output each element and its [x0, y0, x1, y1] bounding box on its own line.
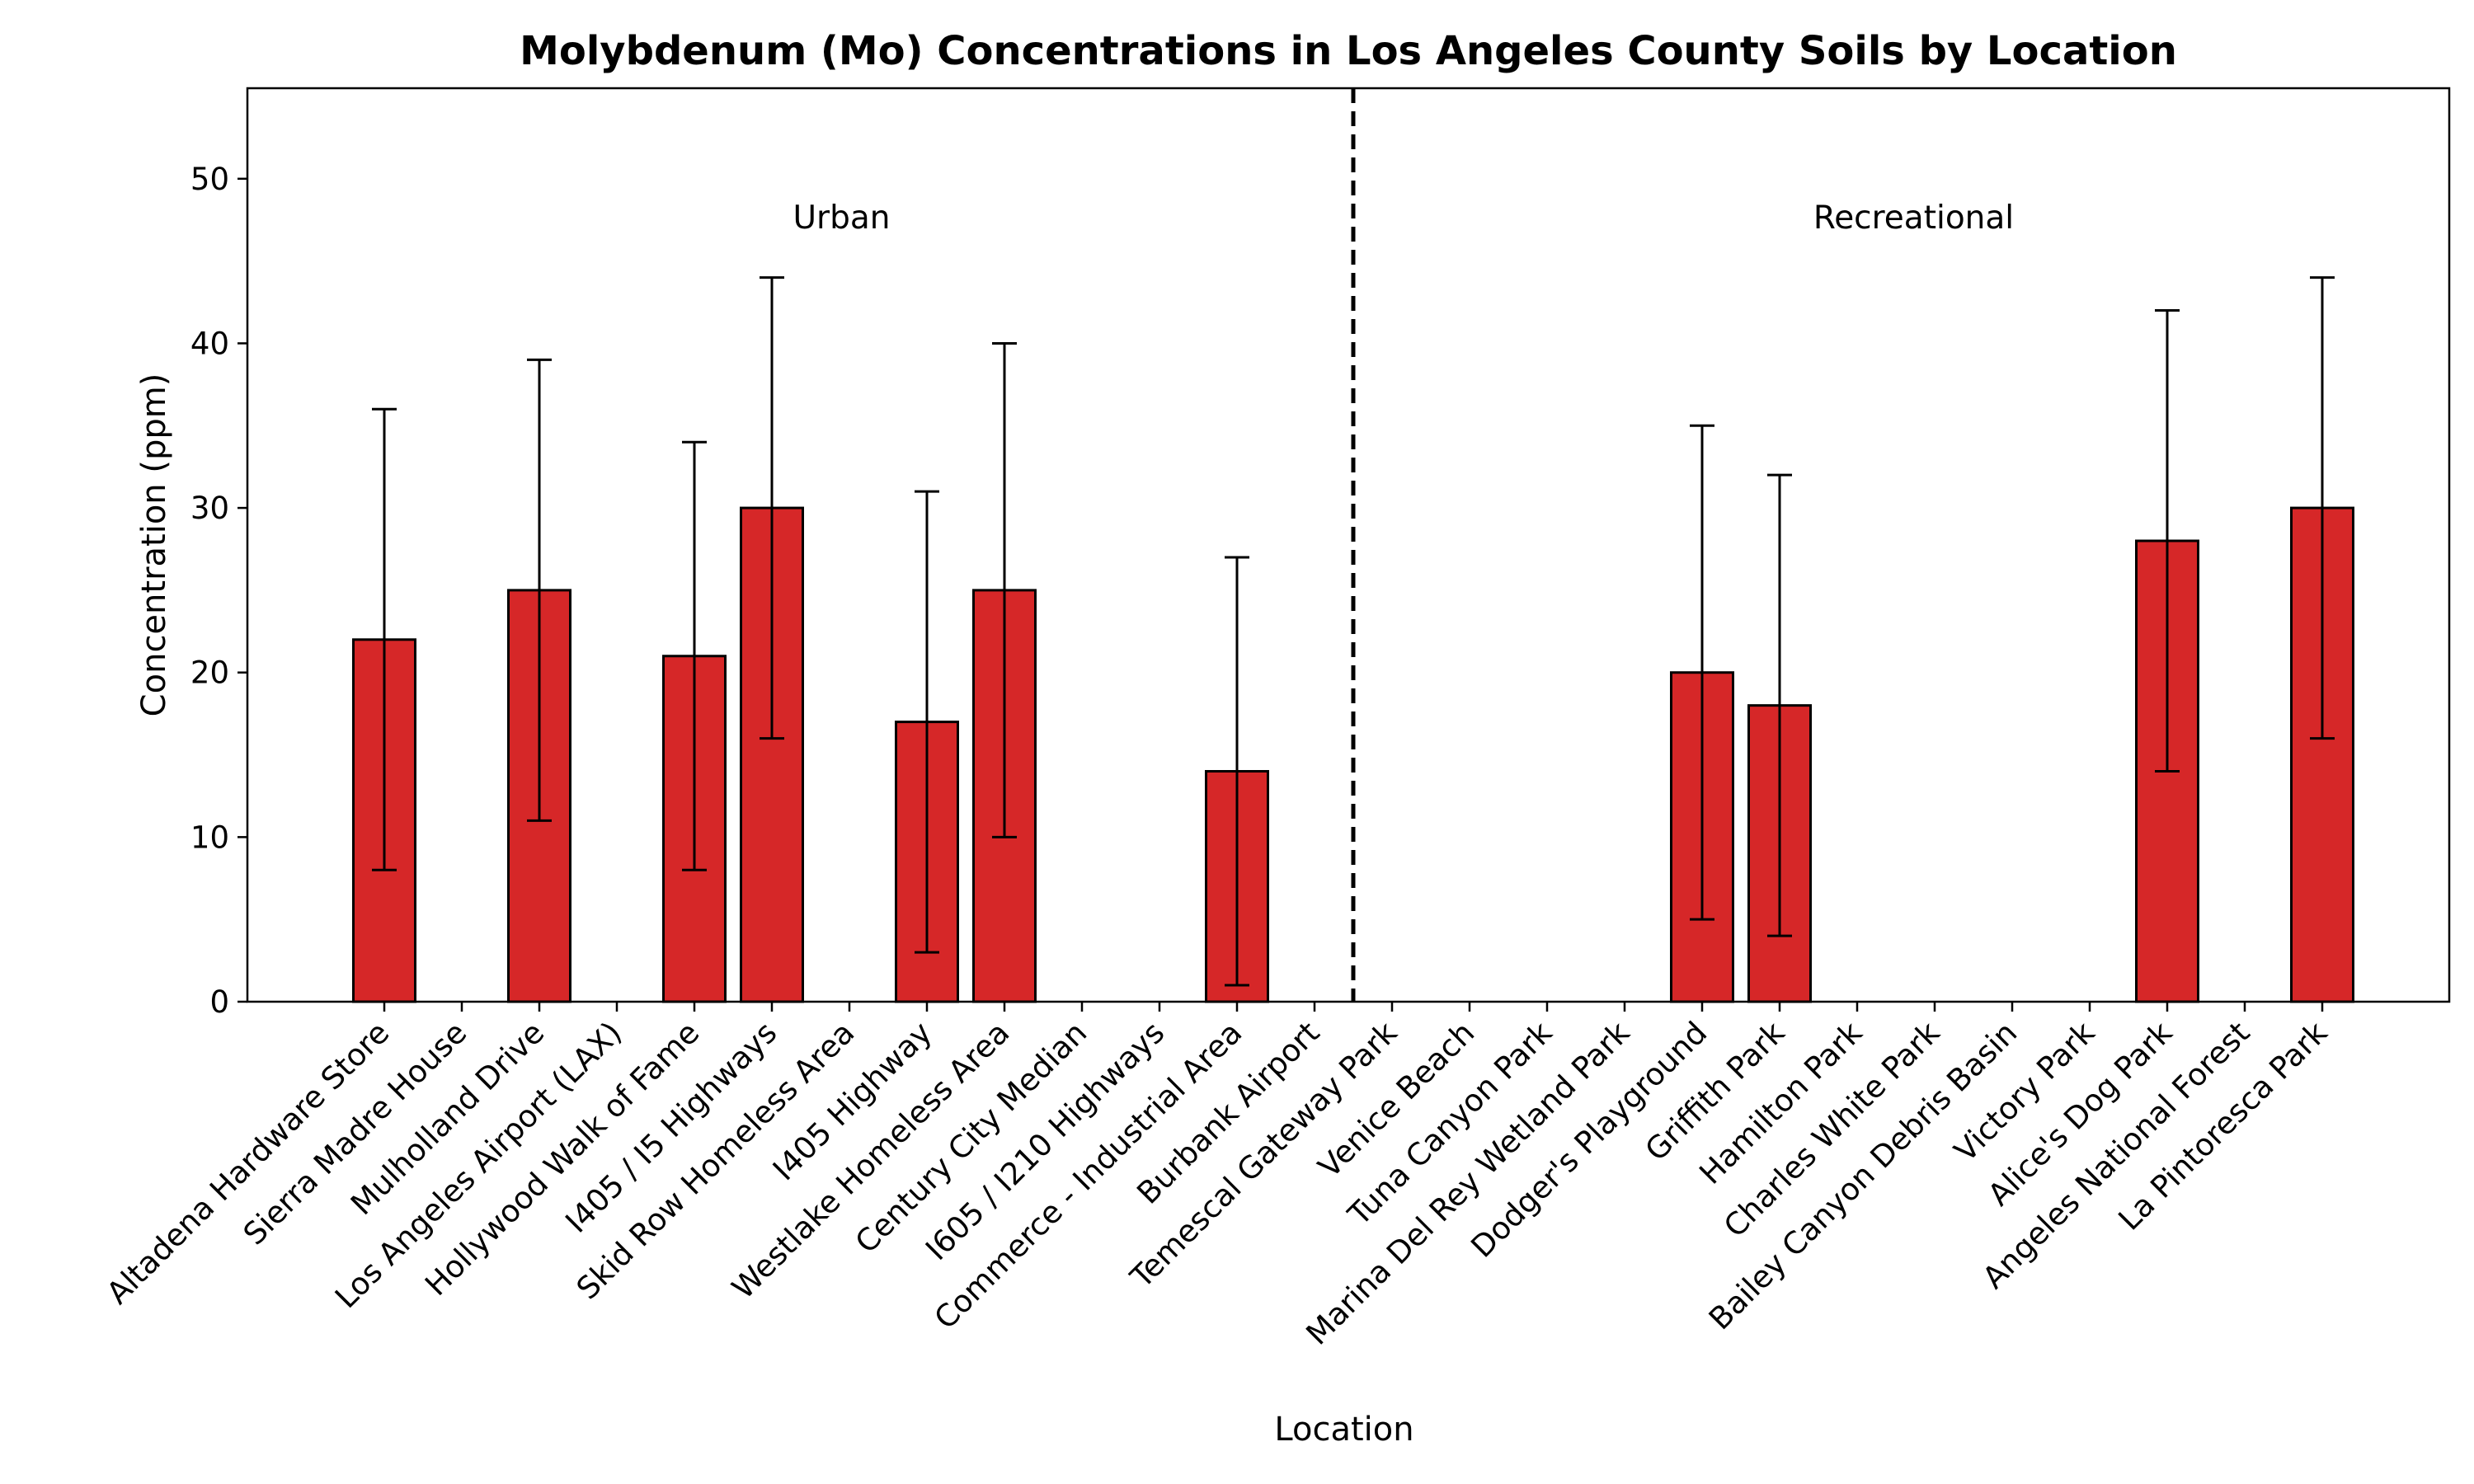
error-bar [372, 407, 397, 871]
chart-title: Molybdenum (Mo) Concentrations in Los An… [520, 28, 2177, 74]
y-tick-label: 50 [190, 162, 229, 197]
x-axis-title: Location [1274, 1411, 1413, 1449]
error-bar [915, 490, 939, 954]
error-bar [682, 440, 707, 871]
error-bar [992, 341, 1017, 838]
error-bar [2155, 309, 2180, 773]
bar [740, 506, 804, 1003]
error-bar [2310, 276, 2335, 740]
error-bar [527, 358, 552, 822]
error-bar [1225, 556, 1249, 987]
group-label-urban: Urban [793, 200, 891, 237]
y-tick-label: 30 [190, 491, 229, 526]
error-bars-layer [372, 276, 2335, 987]
error-bar [760, 276, 784, 740]
error-bar [1767, 473, 1792, 937]
y-tick-label: 10 [190, 819, 229, 855]
error-bar [1690, 424, 1714, 921]
y-tick-label: 40 [190, 326, 229, 361]
y-axis: 0 10 20 30 40 50 [190, 162, 247, 1020]
plot-frame [246, 87, 2451, 1003]
y-tick-label: 20 [190, 655, 229, 691]
y-axis-title: Concentration (ppm) [135, 373, 173, 717]
group-label-recreational: Recreational [1813, 200, 2014, 237]
y-tick-label: 0 [209, 984, 229, 1020]
